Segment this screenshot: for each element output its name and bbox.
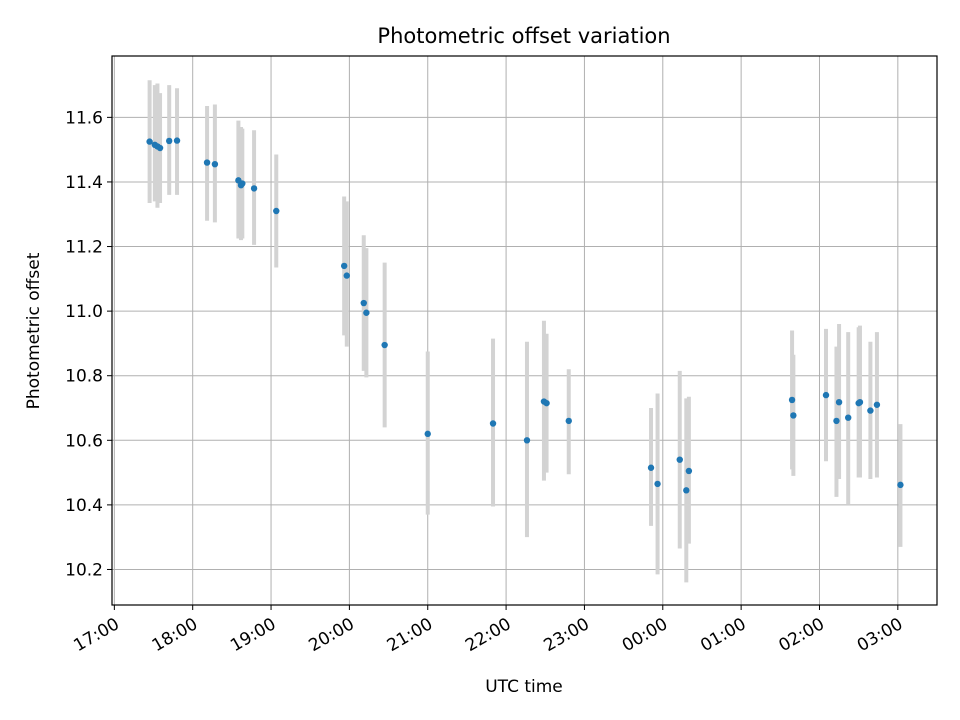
data-point <box>173 137 181 144</box>
data-point <box>156 144 164 152</box>
data-point <box>523 437 531 444</box>
y-tick-label: 11.2 <box>65 238 103 258</box>
data-point <box>683 487 690 494</box>
y-tick-label: 11.0 <box>65 302 103 322</box>
chart-title: Photometric offset variation <box>377 24 670 48</box>
y-axis-label: Photometric offset <box>24 252 44 409</box>
data-point <box>897 481 904 489</box>
x-axis-label: UTC time <box>485 677 563 697</box>
data-points <box>146 137 904 494</box>
data-point <box>790 412 797 419</box>
x-axis-ticks: 17:00 18:00 19:00 20:00 21:00 22:00 23:00 00:00… <box>70 605 906 656</box>
data-point <box>360 299 367 307</box>
data-point <box>845 414 852 421</box>
y-tick-label: 10.6 <box>65 431 103 451</box>
data-point <box>822 391 830 399</box>
data-point <box>424 430 431 438</box>
data-point <box>273 207 280 215</box>
y-axis-ticks: 10.2 10.4 10.6 10.8 11.0 11.2 11.4 11.6 <box>65 108 112 580</box>
x-tick-label: 22:00 <box>462 614 514 656</box>
x-tick-label: 17:00 <box>70 614 122 656</box>
x-tick-label: 00:00 <box>619 614 671 656</box>
data-point <box>647 464 655 471</box>
plot-frame <box>111 55 938 606</box>
x-tick-label: 20:00 <box>305 614 357 656</box>
y-tick-label: 10.4 <box>65 496 103 516</box>
data-point <box>211 160 219 168</box>
data-point <box>203 159 211 166</box>
x-tick-label: 19:00 <box>227 614 279 656</box>
errorbars <box>147 80 903 583</box>
data-point <box>835 398 843 406</box>
data-point <box>381 341 388 349</box>
x-tick-label: 02:00 <box>776 614 828 656</box>
data-point <box>873 401 881 408</box>
data-point <box>239 180 246 187</box>
data-point <box>543 399 550 407</box>
data-point <box>363 309 370 316</box>
data-point <box>565 417 572 425</box>
y-tick-label: 10.2 <box>65 560 103 580</box>
data-point <box>833 417 840 425</box>
x-tick-label: 01:00 <box>697 614 749 656</box>
y-tick-label: 11.4 <box>65 173 103 193</box>
data-point <box>856 398 864 406</box>
data-point <box>343 272 350 279</box>
data-point <box>867 407 874 414</box>
data-point <box>676 456 683 463</box>
data-point <box>788 396 796 404</box>
data-point <box>250 185 258 192</box>
data-point <box>489 420 497 427</box>
data-point <box>340 262 348 270</box>
grid <box>112 56 937 605</box>
x-tick-label: 18:00 <box>149 614 201 656</box>
y-tick-label: 11.6 <box>65 108 103 128</box>
x-tick-label: 03:00 <box>854 614 906 656</box>
x-tick-label: 21:00 <box>384 614 436 656</box>
data-point <box>654 480 661 488</box>
data-point <box>165 137 173 145</box>
y-tick-label: 10.8 <box>65 367 103 387</box>
data-point <box>685 467 693 475</box>
x-tick-label: 23:00 <box>541 614 593 656</box>
data-point <box>146 138 153 145</box>
